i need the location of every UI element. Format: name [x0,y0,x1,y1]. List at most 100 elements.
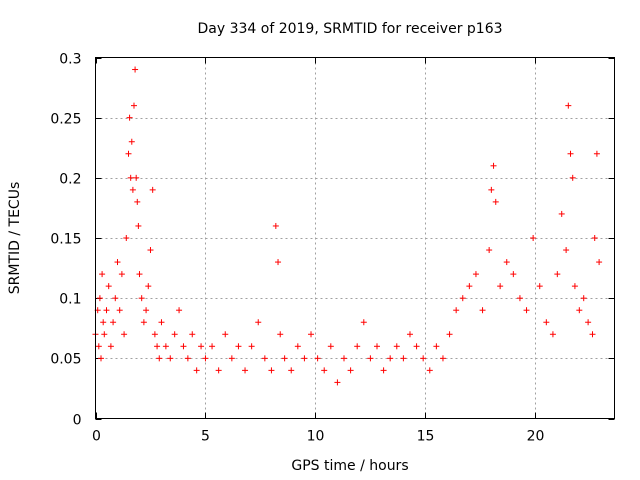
data-point [189,331,196,338]
data-point [135,222,142,229]
data-point [107,343,114,350]
data-point [580,295,587,302]
data-point [301,355,308,362]
data-point [136,271,143,278]
scatter-points [92,66,603,386]
data-point [151,331,158,338]
data-point [147,247,154,254]
data-point [433,343,440,350]
data-point [268,367,275,374]
data-point [281,355,288,362]
x-tick-label: 0 [92,429,101,445]
data-point [565,102,572,109]
data-point [105,283,112,290]
data-point [222,331,229,338]
data-point [536,283,543,290]
data-point [235,343,242,350]
data-point [215,367,222,374]
data-point [554,271,561,278]
data-point [446,331,453,338]
data-point [128,138,135,145]
data-point [198,343,205,350]
data-point [193,367,200,374]
data-point [472,271,479,278]
data-point [314,355,321,362]
data-point [426,367,433,374]
data-point [275,259,282,266]
data-point [149,186,156,193]
data-point [129,186,136,193]
x-axis-label: GPS time / hours [291,458,408,474]
y-axis-label: SRMTID / TECUs [7,182,23,295]
data-point [492,198,499,205]
y-tick-label: 0.1 [59,292,81,308]
data-point [413,343,420,350]
data-point [255,319,262,326]
data-point [576,307,583,314]
data-point [176,307,183,314]
x-tick-labels: 0 5 10 15 20 [92,429,544,445]
x-tick-label: 5 [201,429,210,445]
data-point [132,66,139,73]
data-point [543,319,550,326]
data-point [248,343,255,350]
data-point [156,355,163,362]
data-point [593,150,600,157]
data-point [277,331,284,338]
y-tick-label: 0.3 [59,52,81,68]
data-point [103,307,110,314]
data-point [209,343,216,350]
data-point [101,331,108,338]
data-point [406,331,413,338]
data-point [488,186,495,193]
data-point [123,235,130,241]
y-tick-labels: 0 0.05 0.1 0.15 0.2 0.25 0.3 [50,52,81,429]
data-point [145,283,152,290]
data-point [373,343,380,350]
y-tick-label: 0.2 [59,172,81,188]
data-point [125,150,132,157]
data-point [354,343,361,350]
data-point [497,283,504,290]
data-point [486,247,493,254]
data-point [143,307,150,314]
axis-ticks [95,57,615,420]
data-point [134,198,141,205]
x-tick-label: 20 [527,429,545,445]
data-point [130,102,137,109]
data-point [127,174,134,181]
x-tick-label: 15 [417,429,435,445]
data-point [272,222,279,229]
data-point [334,379,341,386]
data-point [121,331,128,338]
data-point [360,319,367,326]
data-point [567,150,574,157]
data-point [99,271,106,278]
data-point [294,343,301,350]
data-point [549,331,556,338]
data-point [140,319,147,326]
data-point [154,343,161,350]
data-point [110,319,117,326]
data-point [171,331,178,338]
data-point [242,367,249,374]
y-tick-label: 0.25 [50,112,81,128]
y-tick-label: 0 [73,413,82,429]
data-point [112,295,119,302]
data-point [387,355,394,362]
data-point [261,355,268,362]
data-point [367,355,374,362]
data-point [558,210,565,217]
data-point [180,343,187,350]
data-point [347,367,354,374]
data-point [453,307,460,314]
data-point [569,174,576,181]
data-point [118,271,125,278]
data-point [523,307,530,314]
data-point [380,367,387,374]
data-point [327,343,334,350]
data-point [571,283,578,290]
data-point [596,259,603,266]
data-point [97,355,104,362]
